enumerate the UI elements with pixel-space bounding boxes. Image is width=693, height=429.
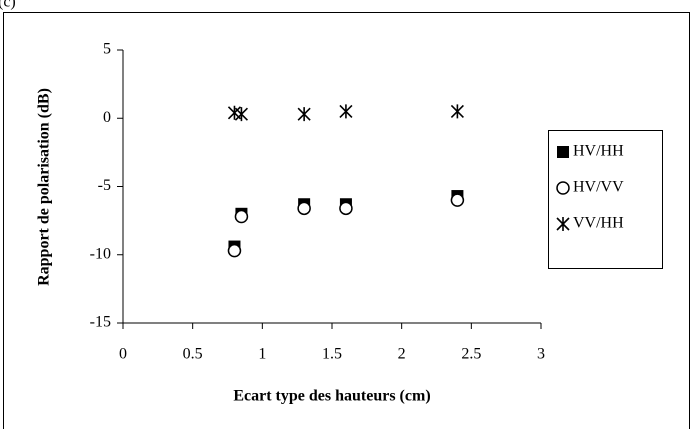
marker-asterisk	[234, 107, 248, 122]
x-tick-label: 3	[537, 346, 545, 363]
legend-label: HV/VV	[573, 179, 624, 196]
y-tick-label: 5	[103, 41, 111, 58]
marker-circle	[227, 243, 242, 258]
marker-circle	[450, 193, 465, 207]
y-tick-label: -15	[90, 314, 111, 331]
legend-label: VV/HH	[573, 215, 624, 232]
marker-circle	[339, 201, 353, 216]
y-axis-label: Rapport de polarisation (dB)	[36, 88, 53, 286]
x-tick-label: 0	[119, 346, 127, 363]
x-tick-label: 0.5	[183, 346, 203, 363]
y-tick-label: 0	[103, 109, 111, 126]
legend-label: HV/HH	[573, 143, 624, 160]
y-tick-label: -10	[90, 245, 111, 262]
x-tick-label: 1.5	[322, 346, 342, 363]
marker-circle	[234, 209, 249, 224]
y-tick-label: -5	[98, 177, 111, 194]
x-tick-label: 2.5	[461, 346, 481, 363]
panel-label: (c)	[0, 0, 16, 11]
x-tick-label: 2	[398, 346, 406, 363]
x-tick-label: 1	[258, 346, 266, 363]
marker-asterisk	[297, 107, 311, 122]
marker-asterisk	[556, 217, 570, 231]
x-axis-label: Ecart type des hauteurs (cm)	[233, 388, 430, 405]
marker-asterisk	[450, 104, 464, 119]
marker-circle	[556, 181, 570, 195]
marker-asterisk	[339, 104, 353, 119]
frame	[3, 12, 690, 429]
marker-circle	[297, 201, 311, 216]
marker-square	[557, 146, 569, 158]
